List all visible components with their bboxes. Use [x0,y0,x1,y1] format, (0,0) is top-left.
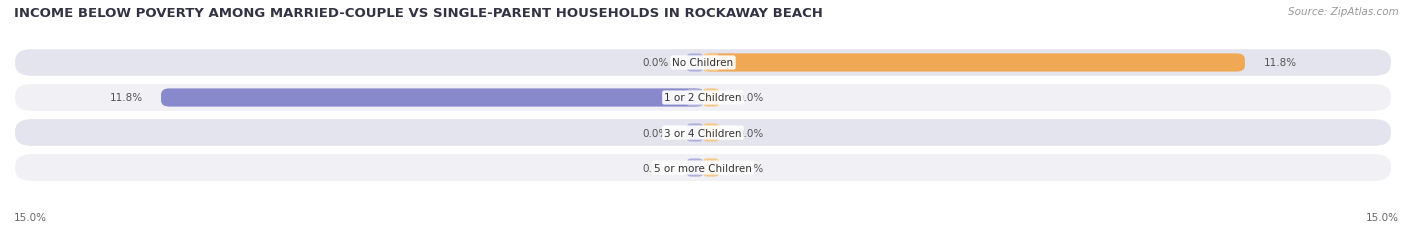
Legend: Married Couples, Single Parents: Married Couples, Single Parents [598,228,808,231]
Text: 15.0%: 15.0% [1367,212,1399,222]
Text: 1 or 2 Children: 1 or 2 Children [664,93,742,103]
FancyBboxPatch shape [703,89,718,107]
Text: INCOME BELOW POVERTY AMONG MARRIED-COUPLE VS SINGLE-PARENT HOUSEHOLDS IN ROCKAWA: INCOME BELOW POVERTY AMONG MARRIED-COUPL… [14,7,823,20]
FancyBboxPatch shape [14,49,1392,77]
Text: 3 or 4 Children: 3 or 4 Children [664,128,742,138]
Text: 0.0%: 0.0% [738,128,763,138]
FancyBboxPatch shape [703,159,718,177]
FancyBboxPatch shape [703,124,718,142]
FancyBboxPatch shape [14,84,1392,112]
FancyBboxPatch shape [703,54,1244,72]
Text: 0.0%: 0.0% [643,128,669,138]
FancyBboxPatch shape [14,154,1392,182]
FancyBboxPatch shape [688,54,703,72]
Text: 5 or more Children: 5 or more Children [654,163,752,173]
Text: 0.0%: 0.0% [643,163,669,173]
Text: 11.8%: 11.8% [1264,58,1296,68]
FancyBboxPatch shape [162,89,703,107]
Text: 0.0%: 0.0% [643,58,669,68]
FancyBboxPatch shape [688,159,703,177]
FancyBboxPatch shape [688,124,703,142]
Text: 15.0%: 15.0% [14,212,46,222]
FancyBboxPatch shape [688,89,703,107]
FancyBboxPatch shape [703,54,718,72]
Text: 11.8%: 11.8% [110,93,142,103]
Text: 0.0%: 0.0% [738,93,763,103]
Text: No Children: No Children [672,58,734,68]
Text: Source: ZipAtlas.com: Source: ZipAtlas.com [1288,7,1399,17]
FancyBboxPatch shape [14,119,1392,147]
Text: 0.0%: 0.0% [738,163,763,173]
